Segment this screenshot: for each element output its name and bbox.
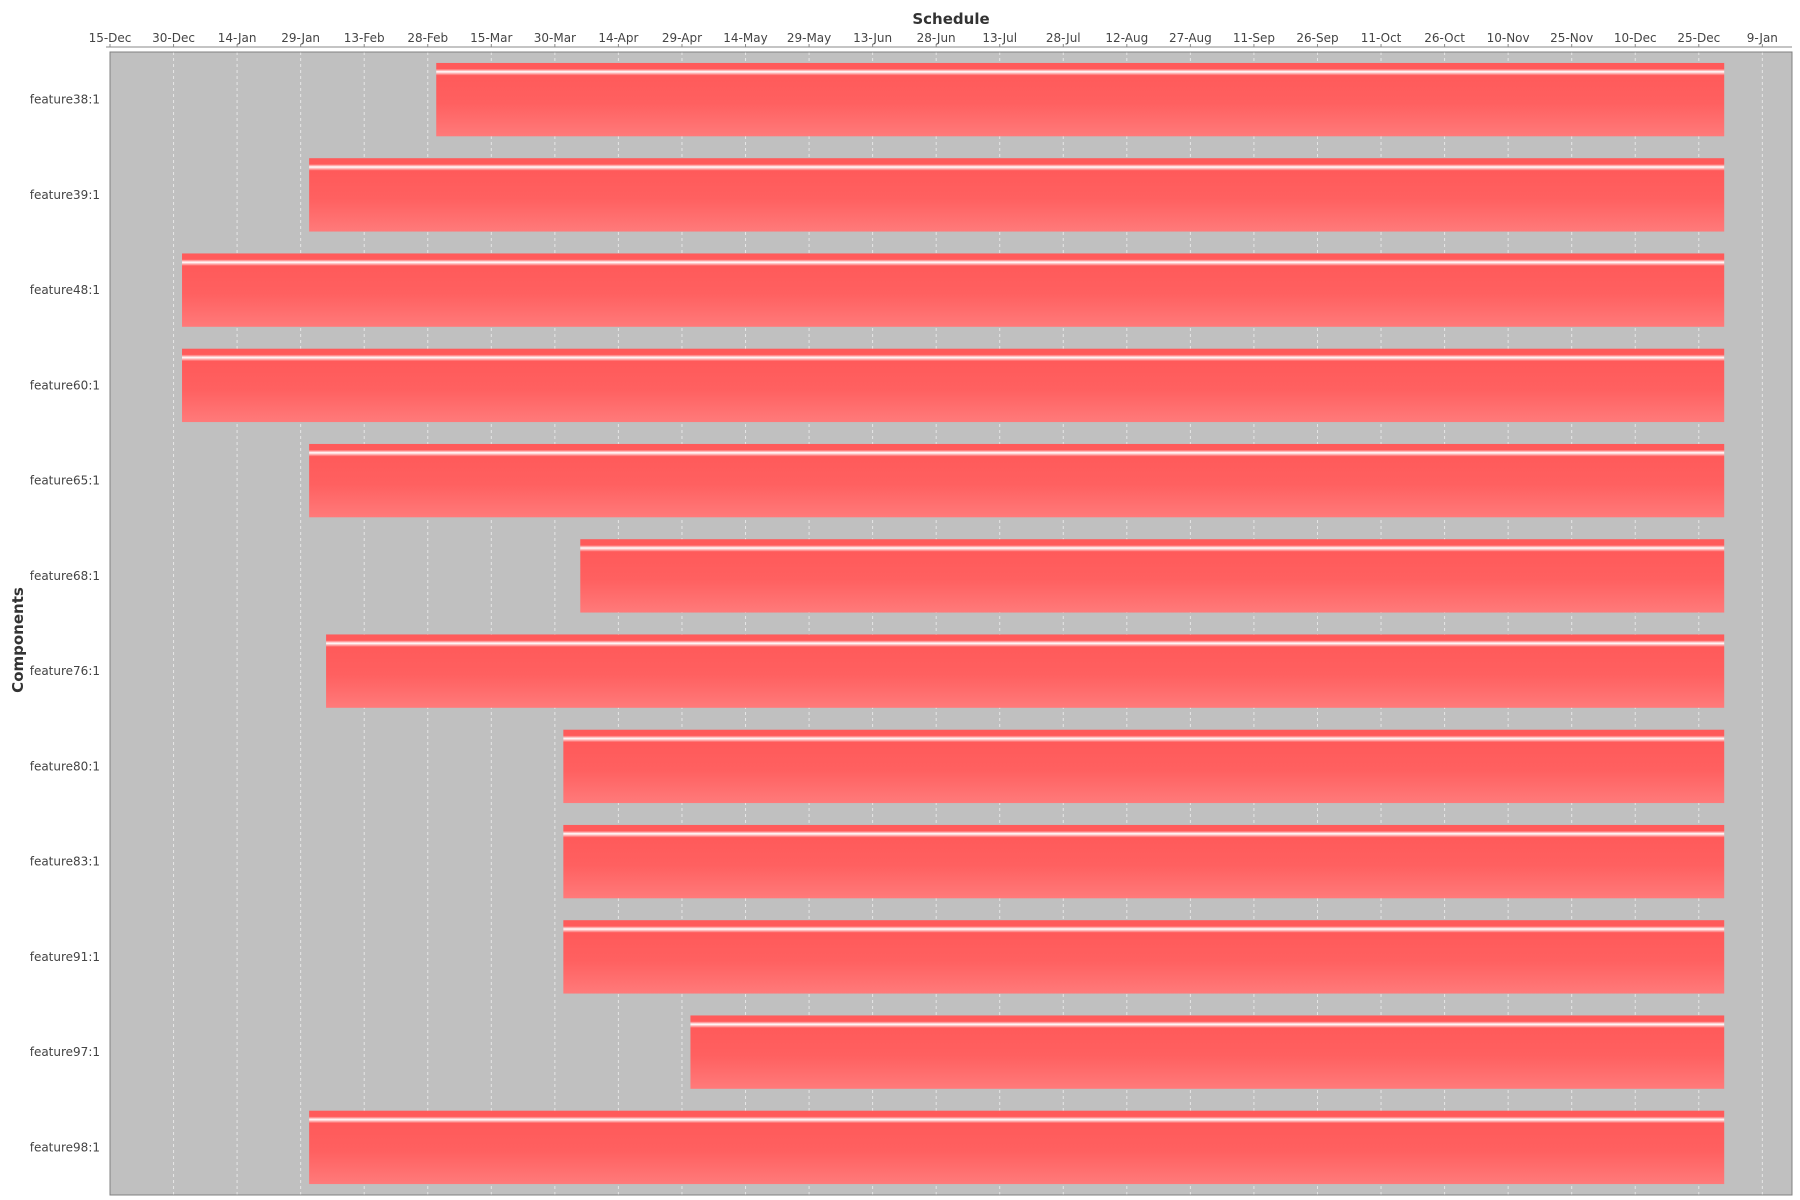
- x-axis-ticks: 15-Dec 30-Dec 14-Jan 29-Jan 13-Feb 28-Feb 15-M…: [89, 31, 1778, 47]
- category-label: feature38:1: [30, 93, 100, 107]
- category-label: feature97:1: [30, 1045, 100, 1059]
- x-tick-label: 15-Dec: [89, 31, 132, 45]
- x-tick-label: 29-Jan: [281, 31, 320, 45]
- x-tick-label: 30-Dec: [152, 31, 195, 45]
- x-tick-label: 28-Feb: [407, 31, 448, 45]
- task-bar: [690, 1015, 1725, 1089]
- x-tick-label: 13-Feb: [344, 31, 385, 45]
- plot-border: [109, 51, 1793, 1196]
- x-tick-label: 28-Jul: [1046, 31, 1081, 45]
- plot-area: [110, 52, 1792, 1195]
- x-tick-label: 29-May: [787, 31, 831, 45]
- category-label: feature65:1: [30, 474, 100, 488]
- task-bar: [563, 920, 1725, 994]
- x-tick-label: 10-Nov: [1487, 31, 1530, 45]
- category-label: feature83:1: [30, 855, 100, 869]
- x-tick-label: 12-Aug: [1105, 31, 1148, 45]
- category-label: feature98:1: [30, 1140, 100, 1154]
- category-label: feature68:1: [30, 569, 100, 583]
- category-label: feature76:1: [30, 664, 100, 678]
- category-label: feature39:1: [30, 188, 100, 202]
- category-label: feature60:1: [30, 378, 100, 392]
- task-bar: [182, 348, 1725, 423]
- task-bar: [182, 253, 1725, 327]
- task-bar: [309, 1110, 1725, 1185]
- x-tick-label: 11-Sep: [1233, 31, 1275, 45]
- x-tick-label: 14-May: [723, 31, 767, 45]
- task-bar: [563, 729, 1725, 804]
- task-bars: [182, 62, 1725, 1185]
- task-bar: [436, 62, 1725, 137]
- y-axis-categories: feature38:1 feature39:1 feature48:1 feature…: [30, 93, 100, 1155]
- task-bar: [580, 539, 1725, 613]
- x-tick-label: 13-Jun: [853, 31, 892, 45]
- chart-title: Schedule: [912, 10, 989, 28]
- x-tick-label: 14-Jan: [218, 31, 257, 45]
- x-tick-label: 28-Jun: [917, 31, 956, 45]
- y-axis-title: Components: [9, 587, 27, 693]
- x-tick-label: 25-Dec: [1677, 31, 1720, 45]
- task-bar: [563, 824, 1725, 899]
- category-label: feature48:1: [30, 283, 100, 297]
- x-tick-label: 9-Jan: [1747, 31, 1778, 45]
- category-label: feature80:1: [30, 759, 100, 773]
- x-tick-label: 26-Oct: [1424, 31, 1465, 45]
- task-bar: [326, 634, 1725, 708]
- x-tick-label: 14-Apr: [598, 31, 638, 45]
- category-label: feature91:1: [30, 950, 100, 964]
- x-tick-label: 10-Dec: [1614, 31, 1657, 45]
- task-bar: [309, 443, 1725, 518]
- x-tick-label: 13-Jul: [982, 31, 1017, 45]
- x-tick-label: 11-Oct: [1361, 31, 1402, 45]
- x-tick-label: 29-Apr: [662, 31, 702, 45]
- task-bar: [309, 158, 1725, 232]
- x-tick-label: 15-Mar: [470, 31, 512, 45]
- x-tick-label: 26-Sep: [1296, 31, 1338, 45]
- x-tick-label: 25-Nov: [1550, 31, 1593, 45]
- x-tick-label: 30-Mar: [534, 31, 576, 45]
- x-tick-label: 27-Aug: [1169, 31, 1212, 45]
